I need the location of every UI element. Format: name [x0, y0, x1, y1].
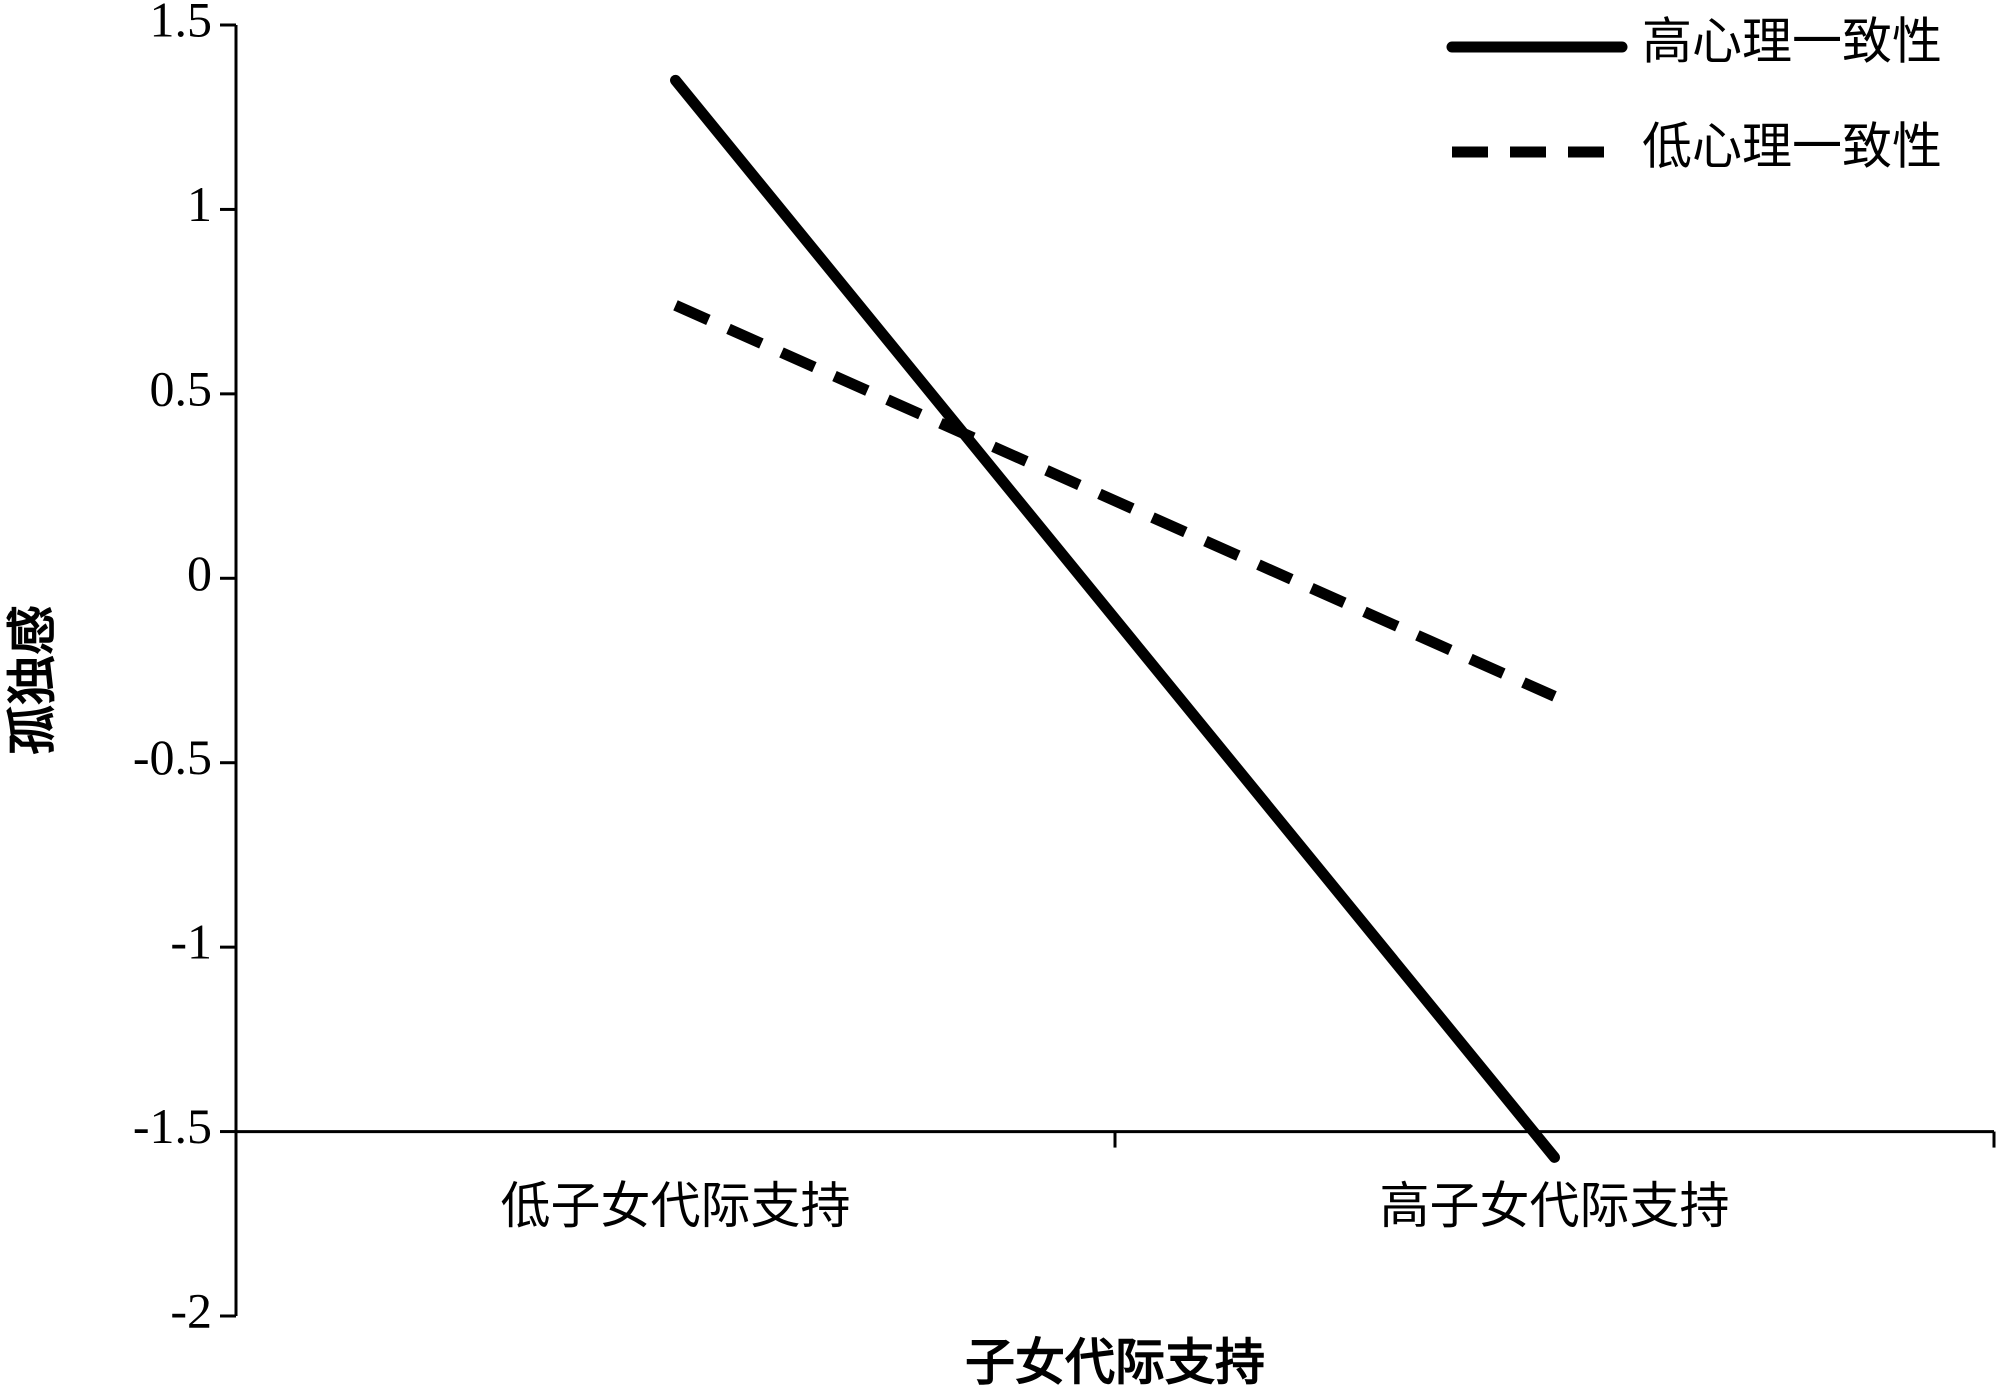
legend-label: 高心理一致性 — [1642, 13, 1942, 69]
y-tick-label: -0.5 — [133, 729, 212, 785]
x-tick-label: 低子女代际支持 — [501, 1178, 851, 1234]
y-tick-label: -2 — [170, 1282, 212, 1338]
y-tick-label: -1 — [170, 914, 212, 970]
y-tick-label: 1 — [187, 176, 212, 232]
legend-label: 低心理一致性 — [1642, 118, 1942, 174]
series-line — [673, 300, 1557, 702]
y-axis-title: 孤独感 — [4, 605, 60, 755]
x-tick-label: 高子女代际支持 — [1380, 1178, 1730, 1234]
y-tick-label: 1.5 — [150, 0, 213, 47]
y-tick-label: -1.5 — [133, 1098, 212, 1154]
x-axis-title: 子女代际支持 — [965, 1334, 1265, 1390]
series-line — [670, 74, 1560, 1163]
y-tick-label: 0.5 — [150, 360, 213, 416]
y-tick-label: 0 — [187, 545, 212, 601]
